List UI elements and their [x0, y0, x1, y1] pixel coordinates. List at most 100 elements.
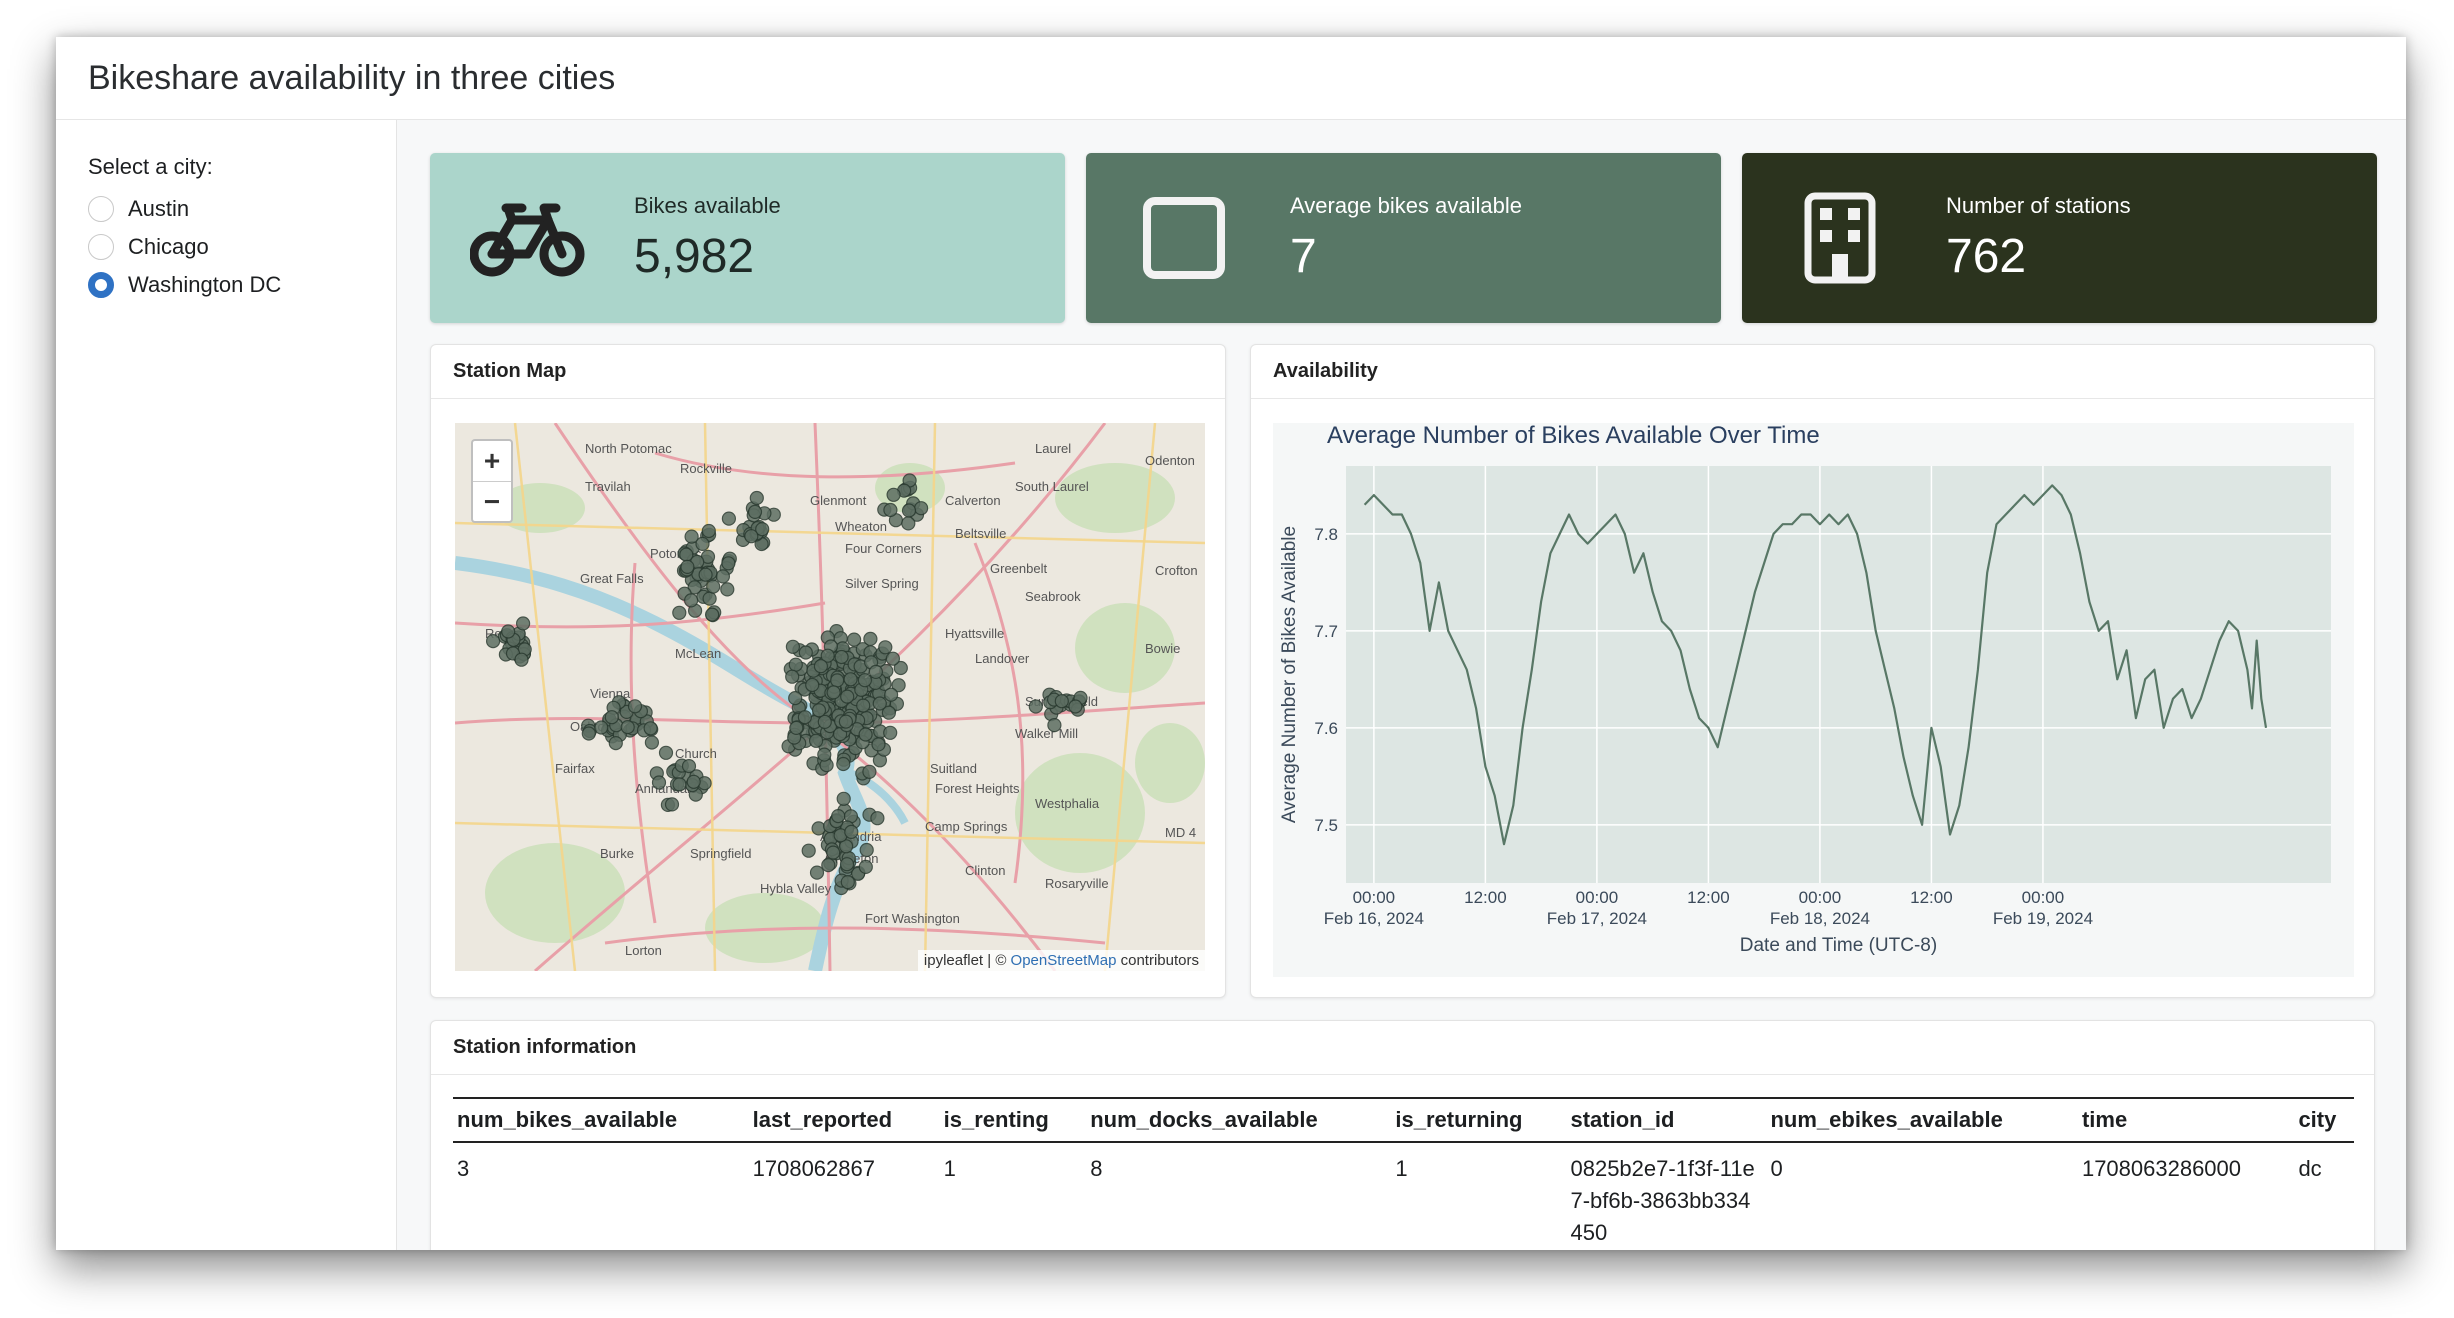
table-row[interactable]: 3 1708062867 1 8 1 0825b2e7-1f3f-11e7-bf6b-38…	[453, 1142, 2354, 1250]
map-place-label: Wheaton	[835, 519, 887, 534]
map-place-label: South Laurel	[1015, 479, 1089, 494]
y-tick-label: 7.5	[1314, 816, 1338, 835]
plot-area	[1346, 466, 2331, 883]
column-header[interactable]: time	[2077, 1097, 2295, 1143]
map-place-label: Lorton	[625, 943, 662, 958]
value-box-number-of-stations: Number of stations 762	[1742, 153, 2377, 323]
sidebar: Select a city: Austin Chicago Washington D…	[56, 120, 397, 1250]
table-cell: 8	[1090, 1156, 1103, 1181]
page-title: Bikeshare availability in three cities	[88, 58, 616, 97]
city-option-washington-dc[interactable]: Washington DC	[88, 266, 364, 304]
radio-button[interactable]	[88, 196, 114, 222]
station-table: num_bikes_available last_reported is_renti…	[453, 1097, 2354, 1250]
openstreetmap-link[interactable]: OpenStreetMap	[1010, 952, 1117, 969]
map-place-label: Laurel	[1035, 441, 1071, 456]
x-tick-date-label: Feb 16, 2024	[1324, 909, 1424, 928]
table-cell: 1	[1395, 1156, 1408, 1181]
map-place-label: Bowie	[1145, 641, 1180, 656]
main-content: Bikes available 5,982 Average bikes avai…	[397, 120, 2406, 1250]
bikes-available-title: Bikes available	[634, 192, 781, 218]
city-option-austin[interactable]: Austin	[88, 190, 364, 228]
table-body: 3 1708062867 1 8 1 0825b2e7-1f3f-11e7-bf6b-38…	[453, 1142, 2354, 1250]
map-place-label: Burke	[600, 846, 634, 861]
map-place-label: Fort Washington	[865, 911, 960, 926]
chart-title: Average Number of Bikes Available Over T…	[1327, 423, 1820, 449]
number-of-stations-value: 762	[1946, 229, 2027, 283]
x-tick-label: 00:00	[2022, 888, 2065, 907]
x-tick-label: 12:00	[1687, 888, 1730, 907]
map-place-label: Fairfax	[555, 761, 595, 776]
column-header[interactable]: is_returning	[1391, 1097, 1567, 1143]
map-place-label: Calverton	[945, 493, 1001, 508]
map-place-label: Great Falls	[580, 571, 644, 586]
value-box-average-bikes: Average bikes available 7	[1086, 153, 1721, 323]
x-axis-label: Date and Time (UTC-8)	[1740, 935, 1937, 956]
radio-button[interactable]	[88, 234, 114, 260]
map-place-label: Rockville	[680, 461, 732, 476]
map-place-label: Crofton	[1155, 563, 1198, 578]
column-header[interactable]: num_ebikes_available	[1766, 1097, 2078, 1143]
map-place-label: Rosaryville	[1045, 876, 1109, 891]
series-line	[1363, 484, 2268, 846]
zoom-out-button[interactable]: −	[473, 481, 511, 521]
column-header[interactable]: num_docks_available	[1086, 1097, 1392, 1143]
availability-card: Availability 7.5 7.6 7.7 7.8 00:00 Feb 16, 20…	[1250, 344, 2375, 998]
x-tick-date-label: Feb 19, 2024	[1993, 909, 2093, 928]
number-of-stations-title: Number of stations	[1946, 192, 2131, 218]
city-option-chicago[interactable]: Chicago	[88, 228, 364, 266]
app-window: Bikeshare availability in three cities S…	[56, 37, 2406, 1250]
x-tick-date-label: Feb 17, 2024	[1547, 909, 1647, 928]
map-tiles[interactable]: North Potomac Rockville Laurel Odenton Travi…	[455, 423, 1205, 971]
y-tick-label: 7.6	[1314, 719, 1338, 738]
map-place-label: Beltsville	[955, 526, 1006, 541]
map-place-label: Camp Springs	[925, 819, 1008, 834]
column-header[interactable]: is_renting	[939, 1097, 1087, 1143]
city-option-label: Chicago	[128, 234, 209, 259]
map-place-label: McLean	[675, 646, 721, 661]
app-header: Bikeshare availability in three cities	[56, 37, 2406, 120]
table-cell: dc	[2298, 1156, 2322, 1181]
square-icon	[1124, 188, 1244, 288]
y-axis-label: Average Number of Bikes Available	[1279, 526, 1300, 823]
column-header[interactable]: city	[2294, 1097, 2354, 1143]
column-header[interactable]: last_reported	[748, 1097, 940, 1143]
y-tick-label: 7.8	[1314, 525, 1338, 544]
attribution-prefix: ipyleaflet | ©	[923, 952, 1011, 969]
attribution-suffix: contributors	[1116, 952, 1199, 969]
column-header[interactable]: num_bikes_available	[453, 1097, 749, 1143]
map-place-label: Landover	[975, 651, 1030, 666]
table-header-row: num_bikes_available last_reported is_renti…	[453, 1097, 2354, 1143]
station-information-title: Station information	[431, 1021, 2374, 1075]
station-map[interactable]: North Potomac Rockville Laurel Odenton Travi…	[455, 423, 1205, 971]
table-cell: 1708062867	[752, 1156, 875, 1181]
station-map-card: Station Map North Potomac Rockville Laurel…	[430, 344, 1226, 998]
map-place-label: Hyattsville	[945, 626, 1004, 641]
map-attribution: ipyleaflet | © OpenStreetMap contributor…	[917, 950, 1205, 971]
station-information-card: Station information num_bikes_available l…	[430, 1020, 2375, 1250]
map-place-label: Four Corners	[845, 541, 922, 556]
radio-button[interactable]	[88, 272, 114, 298]
bicycle-icon	[468, 188, 588, 288]
building-icon	[1780, 188, 1900, 288]
city-radio-group: Austin Chicago Washington DC	[88, 190, 364, 304]
station-map-title: Station Map	[431, 345, 1225, 399]
map-place-label: Greenbelt	[990, 561, 1047, 576]
table-cell: 1708063286000	[2081, 1156, 2242, 1181]
value-box-bikes-available: Bikes available 5,982	[430, 153, 1065, 323]
table-cell: 0	[1770, 1156, 1783, 1181]
availability-chart[interactable]: 7.5 7.6 7.7 7.8 00:00 Feb 16, 2024 12:00 00:00 F…	[1273, 423, 2354, 977]
column-header[interactable]: station_id	[1566, 1097, 1767, 1143]
map-place-label: Walker Mill	[1015, 726, 1078, 741]
zoom-in-button[interactable]: +	[483, 445, 501, 476]
map-place-label: Odenton	[1145, 453, 1195, 468]
map-place-label: Silver Spring	[845, 576, 919, 591]
map-place-label: Travilah	[585, 479, 631, 494]
average-bikes-value: 7	[1290, 229, 1317, 283]
x-tick-label: 00:00	[1353, 888, 1396, 907]
city-option-label: Washington DC	[128, 272, 282, 297]
map-place-label: Forest Heights	[935, 781, 1020, 796]
zoom-control: + −	[471, 439, 513, 523]
map-place-label: Hybla Valley	[760, 881, 832, 896]
city-select-label: Select a city:	[88, 154, 213, 179]
table-cell: 1	[943, 1156, 956, 1181]
